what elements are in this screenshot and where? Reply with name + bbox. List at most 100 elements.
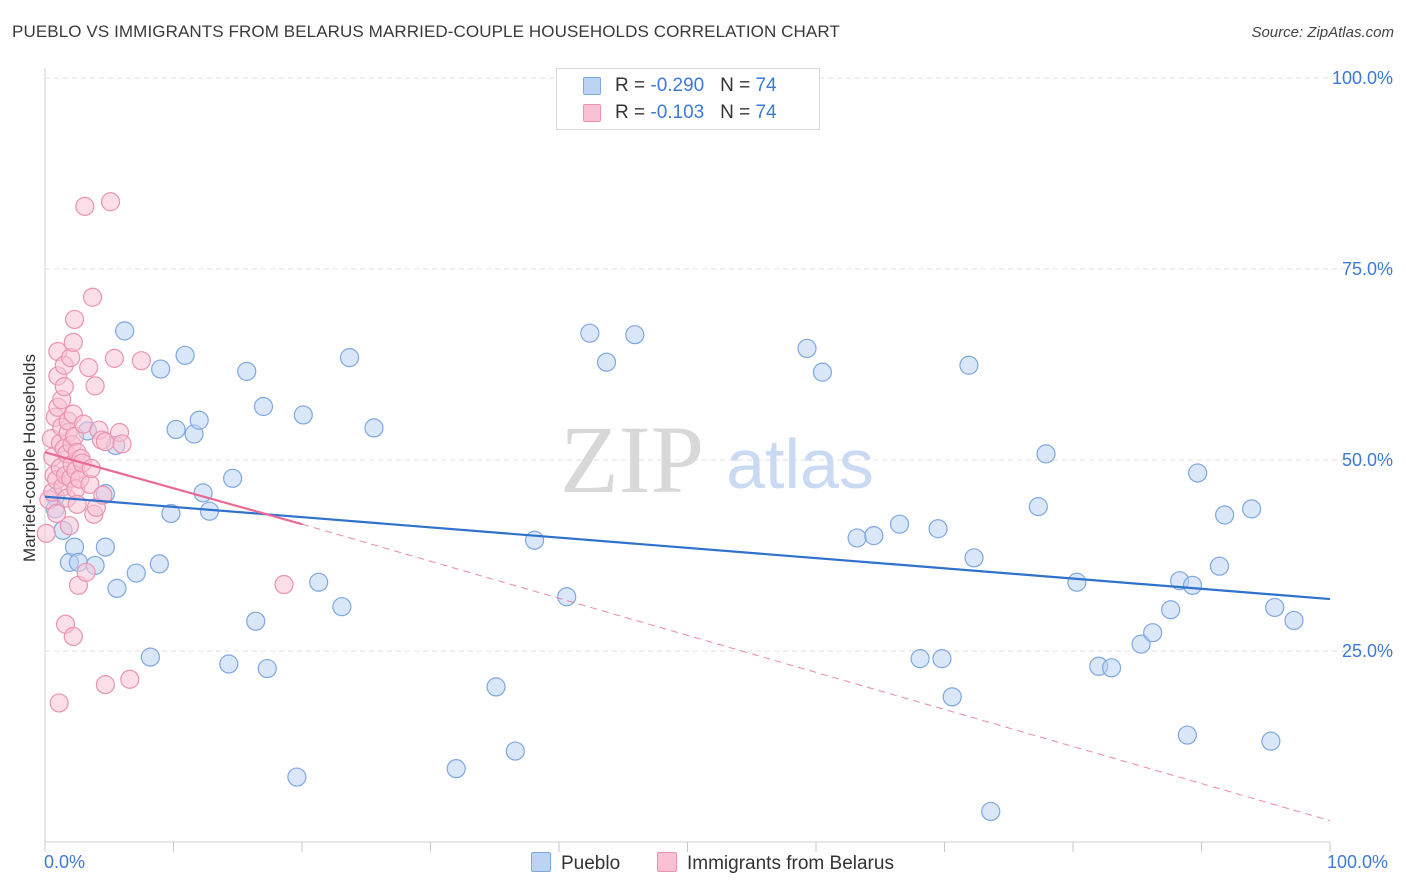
belarus-trend-line <box>44 451 303 526</box>
belarus-point <box>120 669 140 689</box>
pueblo-point <box>486 677 506 697</box>
source-credit: Source: ZipAtlas.com <box>1251 24 1394 41</box>
pueblo-point <box>151 359 171 379</box>
belarus-point <box>82 287 103 307</box>
correlation-legend: R = -0.290 N = 74 R = -0.103 N = 74 <box>556 68 820 130</box>
trend-lines <box>44 451 1331 822</box>
pueblo-point <box>219 654 239 674</box>
pueblo-point <box>339 348 360 368</box>
pueblo-point <box>524 530 545 550</box>
pueblo-point <box>1284 610 1304 631</box>
pueblo-point <box>1261 731 1281 751</box>
legend-n-value-pueblo: 74 <box>755 75 777 96</box>
pueblo-point <box>557 587 577 607</box>
y-tick-label: 100.0% <box>1332 68 1393 88</box>
pueblo-point <box>287 767 307 787</box>
legend-r-value-belarus: -0.103 <box>650 102 705 123</box>
pueblo-point <box>959 355 979 375</box>
chart-title: PUEBLO VS IMMIGRANTS FROM BELARUS MARRIE… <box>12 22 840 41</box>
pueblo-point <box>166 419 186 440</box>
pueblo-trend-line <box>44 495 1331 601</box>
pueblo-point <box>1143 623 1163 643</box>
pueblo-point <box>115 321 135 341</box>
pueblo-point <box>246 611 266 631</box>
pueblo-point <box>1188 463 1208 483</box>
pueblo-point <box>1101 658 1122 678</box>
bottom-legend-label-belarus: Immigrants from Belarus <box>687 853 894 874</box>
pueblo-point <box>223 468 243 488</box>
pueblo-point <box>161 503 181 524</box>
belarus-point <box>76 562 96 582</box>
x-tick-label-max: 100.0% <box>1327 852 1389 872</box>
legend-r-value-pueblo: -0.290 <box>650 75 705 96</box>
pueblo-point <box>446 759 466 779</box>
pueblo-point <box>942 687 962 707</box>
pueblo-point <box>847 528 867 548</box>
pueblo-point <box>189 410 209 430</box>
legend-n-label: N = <box>720 102 756 123</box>
y-tick-label: 75.0% <box>1342 259 1393 279</box>
pueblo-point <box>596 352 617 372</box>
legend-r-label: R = <box>615 75 651 96</box>
belarus-point <box>274 574 294 595</box>
belarus-point <box>54 377 74 397</box>
pueblo-point <box>364 418 384 438</box>
pueblo-point <box>95 537 115 557</box>
pueblo-point <box>237 361 257 381</box>
pueblo-point <box>140 647 160 667</box>
pueblo-point <box>1209 556 1230 576</box>
pueblo-point <box>1028 497 1048 517</box>
pueblo-point <box>107 578 127 598</box>
pueblo-point <box>505 741 525 761</box>
pueblo-point <box>257 658 277 679</box>
legend-swatch-pueblo <box>583 77 601 95</box>
y-tick-label: 50.0% <box>1342 450 1393 470</box>
bottom-legend-swatch-belarus <box>657 852 677 872</box>
watermark-zip: ZIP <box>560 406 704 513</box>
pueblo-point <box>932 649 952 669</box>
bottom-legend-belarus: Immigrants from Belarus <box>657 852 894 875</box>
belarus-point <box>104 348 124 368</box>
belarus-point <box>85 376 105 396</box>
legend-n-label: N = <box>720 75 756 96</box>
belarus-point <box>131 351 151 371</box>
pueblo-point <box>332 597 352 617</box>
belarus-point <box>46 503 67 524</box>
belarus-point <box>81 458 101 479</box>
belarus-points <box>36 192 294 713</box>
pueblo-point <box>797 338 817 359</box>
watermark: ZIP atlas <box>560 406 874 513</box>
pueblo-point <box>910 649 930 669</box>
pueblo-point <box>864 526 884 546</box>
pueblo-point <box>309 572 329 592</box>
pueblo-point <box>1161 600 1181 620</box>
belarus-point <box>93 485 113 505</box>
belarus-point <box>79 357 99 378</box>
belarus-point <box>95 675 115 695</box>
belarus-point <box>59 516 80 536</box>
pueblo-point <box>1215 505 1235 525</box>
belarus-point <box>64 309 85 330</box>
belarus-point <box>75 196 95 216</box>
pueblo-point <box>981 801 1001 822</box>
legend-r-label: R = <box>615 102 651 123</box>
pueblo-point <box>1182 575 1203 595</box>
bottom-legend-pueblo: Pueblo <box>531 852 620 875</box>
belarus-point <box>63 626 83 647</box>
pueblo-points <box>45 321 1304 822</box>
pueblo-point <box>126 563 146 583</box>
pueblo-point <box>580 323 600 343</box>
pueblo-point <box>889 514 910 534</box>
x-axis-ticks <box>44 842 1331 852</box>
y-tick-label: 25.0% <box>1342 641 1393 661</box>
belarus-point <box>63 332 83 352</box>
pueblo-point <box>1242 499 1262 519</box>
belarus-point <box>49 693 69 713</box>
pueblo-point <box>1131 634 1151 654</box>
pueblo-point <box>175 345 195 365</box>
pueblo-point <box>293 405 313 425</box>
legend-n-value-belarus: 74 <box>755 102 777 123</box>
pueblo-point <box>149 554 169 574</box>
pueblo-point <box>1265 597 1285 618</box>
